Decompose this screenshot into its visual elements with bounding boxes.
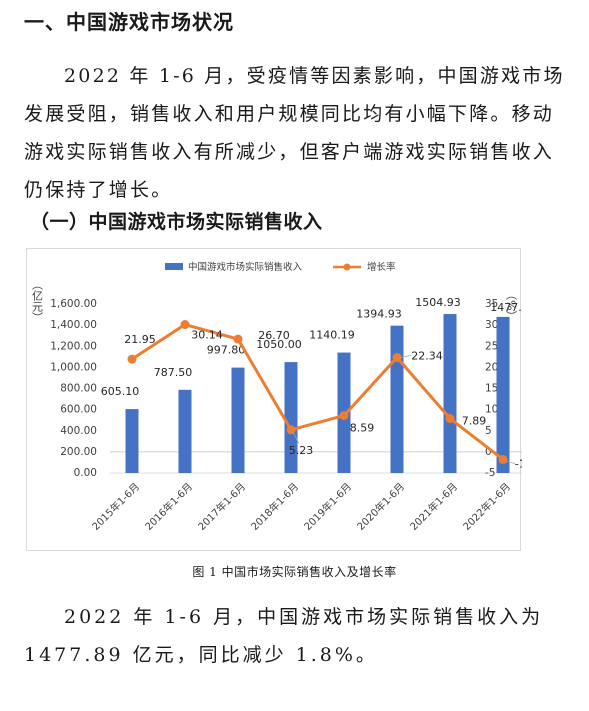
- growth-data-label: 7.89: [462, 415, 487, 428]
- x-axis-tick-label: 2015年1-6月: [89, 480, 142, 533]
- right-axis-tick-label: 10: [485, 404, 498, 416]
- left-axis-tick-label: 1,600.00: [50, 298, 97, 310]
- bar-data-label: 605.10: [101, 385, 140, 398]
- growth-point: [180, 320, 190, 330]
- right-axis-tick-label: 0: [485, 446, 492, 458]
- right-axis-label: （%）: [505, 289, 518, 321]
- bar-data-label: 1050.00: [256, 338, 302, 351]
- figure-caption: 图 1 中国市场实际销售收入及增长率: [192, 565, 397, 579]
- x-axis-tick-label: 2022年1-6月: [460, 480, 513, 533]
- left-axis-tick-label: 800.00: [60, 383, 97, 395]
- x-axis-tick-label: 2020年1-6月: [354, 480, 407, 533]
- growth-data-label: 30.14: [191, 329, 223, 342]
- subsection-heading: （一）中国游戏市场实际销售收入: [30, 211, 323, 233]
- right-axis-tick-label: 15: [485, 383, 498, 395]
- leader-line: [505, 461, 516, 464]
- intro-paragraph: 2022 年 1-6 月，受疫情等因素影响，中国游戏市场发展受阻，销售收入和用户…: [24, 65, 565, 201]
- legend-bar-label: 中国游戏市场实际销售收入: [188, 261, 303, 273]
- left-axis-tick-label: 400.00: [60, 425, 97, 437]
- x-axis-tick-label: 2017年1-6月: [195, 480, 248, 533]
- growth-data-label: 26.70: [258, 329, 290, 342]
- leader-line: [292, 431, 300, 444]
- growth-data-label: -1.80: [515, 457, 522, 470]
- bar: [390, 325, 404, 473]
- growth-point: [339, 411, 349, 421]
- bar-data-label: 1140.19: [309, 329, 355, 342]
- growth-data-label: 8.59: [350, 422, 375, 435]
- bar-data-label: 997.80: [207, 344, 246, 357]
- growth-point: [392, 352, 402, 362]
- bar-data-label: 787.50: [154, 366, 193, 379]
- growth-data-label: 21.95: [124, 333, 156, 346]
- leader-line: [398, 355, 412, 358]
- bar: [231, 367, 245, 473]
- growth-point: [233, 334, 243, 344]
- right-axis-tick-label: 5: [485, 425, 492, 437]
- x-axis-tick-label: 2019年1-6月: [301, 480, 354, 533]
- bar-data-label: 1394.93: [356, 308, 402, 321]
- legend-bar-swatch: [165, 263, 183, 270]
- right-axis-tick-label: 20: [485, 361, 498, 373]
- x-axis-tick-label: 2016年1-6月: [142, 480, 195, 533]
- growth-point: [445, 414, 455, 424]
- growth-data-label: 22.34: [411, 349, 443, 362]
- growth-point: [127, 354, 137, 364]
- right-axis-tick-label: 30: [485, 319, 498, 331]
- revenue-chart: 0.00 200.00 400.00 600.00 800.00 1,000.00 1,20…: [26, 248, 522, 551]
- chart-svg: 0.00 200.00 400.00 600.00 800.00 1,000.00 1,20…: [31, 261, 522, 533]
- left-axis-tick-label: 200.00: [60, 446, 97, 458]
- growth-point: [286, 425, 296, 435]
- right-axis-tick-label: 35: [485, 298, 498, 310]
- left-axis-tick-label: 1,200.00: [50, 340, 97, 352]
- bar: [284, 362, 298, 473]
- legend-line-label: 增长率: [367, 261, 396, 273]
- bar: [496, 316, 510, 473]
- section-heading: 一、中国游戏市场状况: [24, 10, 234, 34]
- bar-data-label: 1477.89: [490, 301, 522, 314]
- left-axis-tick-label: 0.00: [74, 467, 97, 479]
- summary-paragraph: 2022 年 1-6 月，中国游戏市场实际销售收入为 1477.89 亿元，同比…: [24, 606, 544, 666]
- x-axis-tick-label: 2018年1-6月: [248, 480, 301, 533]
- growth-line: [131, 323, 504, 461]
- left-axis-tick-label: 1,000.00: [50, 361, 97, 373]
- bar: [178, 389, 192, 473]
- left-axis-tick-label: 600.00: [60, 404, 97, 416]
- bar: [125, 409, 139, 473]
- right-axis-tick-label: -5: [485, 467, 495, 479]
- left-axis-label: （亿元）: [31, 279, 44, 323]
- legend-line-marker: [343, 263, 351, 271]
- bar: [443, 314, 457, 473]
- bar-data-label: 1504.93: [415, 296, 461, 309]
- growth-data-label: 5.23: [289, 444, 314, 457]
- growth-point: [498, 454, 508, 464]
- left-axis-tick-label: 1,400.00: [50, 319, 97, 331]
- x-axis-tick-label: 2021年1-6月: [407, 480, 460, 533]
- right-axis-tick-label: 25: [485, 340, 498, 352]
